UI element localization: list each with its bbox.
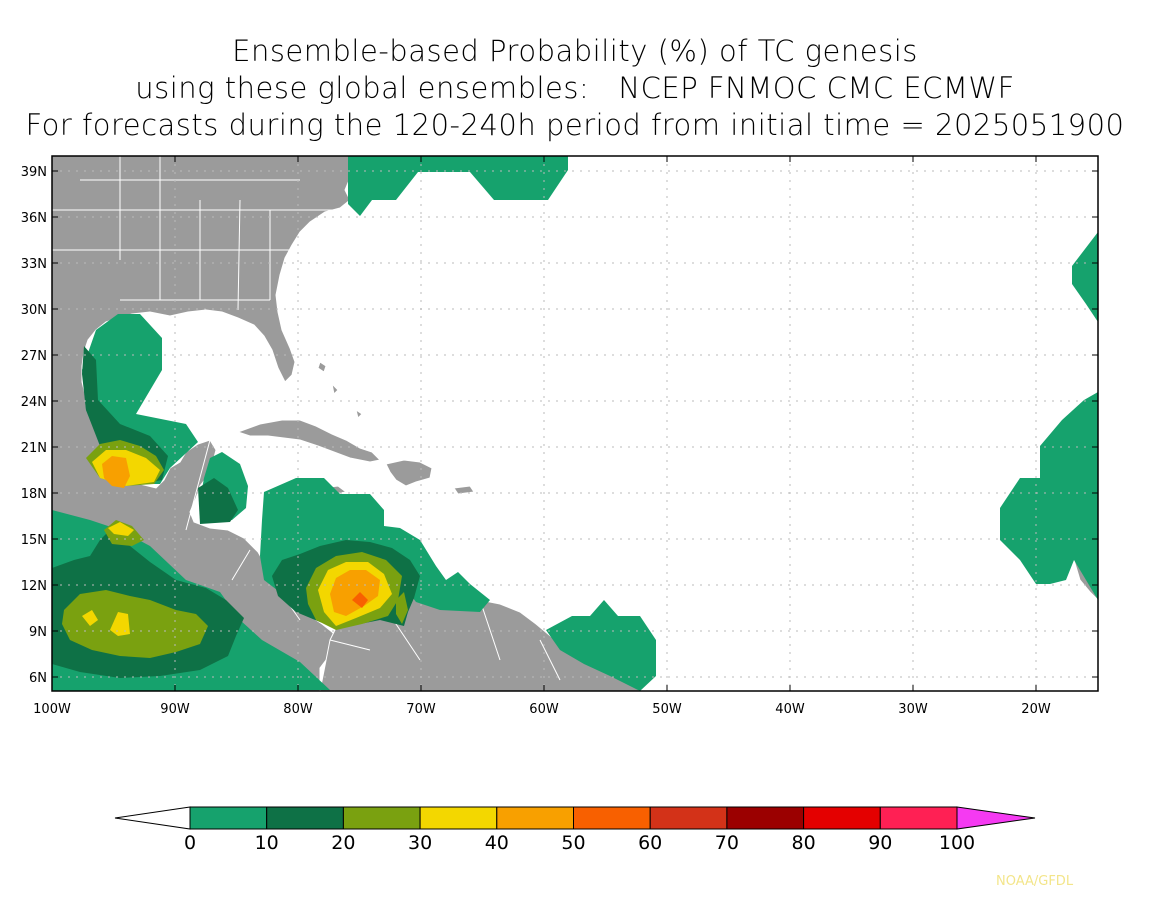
colorbar-segment [726,806,805,830]
colorbar-segment [342,806,421,830]
contour-0-10-atlantic-south [546,600,656,691]
colorbar-segment [573,806,651,830]
contour-10-20-yucatan [198,478,238,524]
colorbar-segment [266,806,344,830]
contour-20-30-pacific [62,590,208,658]
contour-0-10-east-atlantic [1000,392,1098,600]
lat-axis-labels: 39N 36N 33N 30N 27N 24N 21N 18N 15N 12N … [21,165,47,686]
colorbar-under-triangle [114,806,191,830]
contour-0-10-ne-us [348,156,568,216]
lon-label: 100W [33,702,71,717]
colorbar-segment [189,806,268,830]
land-puerto-rico [453,485,475,495]
colorbar-segment [496,806,574,830]
lon-label: 60W [529,702,559,717]
colorbar-over-triangle [956,806,1036,830]
lat-label: 15N [21,533,47,548]
contour-30-40-pacific-b [110,612,130,636]
lon-label: 50W [652,702,682,717]
lat-label: 21N [21,441,47,456]
colorbar-level-label: 100 [939,832,975,854]
contour-0-10-azores [1072,232,1098,322]
lat-label: 6N [29,671,47,686]
land-cuba [236,419,382,463]
lat-label: 12N [21,579,47,594]
colorbar-level-label: 80 [792,832,816,854]
lat-label: 33N [21,257,47,272]
map-frame [51,155,1099,692]
lat-label: 18N [21,487,47,502]
contour-40-50-caribbean [330,570,380,616]
colorbar-level-label: 0 [184,832,196,854]
colorbar-level-label: 10 [255,832,279,854]
lon-label: 70W [406,702,436,717]
colorbar: 0 10 20 30 40 50 60 70 80 90 100 [114,806,1036,854]
lat-label: 36N [21,211,47,226]
credit-text: NOAA/GFDL [996,874,1074,889]
lon-axis-labels: 100W 90W 80W 70W 60W 50W 40W 30W 20W [33,702,1051,717]
lat-label: 39N [21,165,47,180]
colorbar-level-label: 70 [715,832,739,854]
title-line-1: Ensemble-based Probability (%) of TC gen… [232,34,918,68]
colorbar-level-label: 20 [331,832,355,854]
colorbar-labels: 0 10 20 30 40 50 60 70 80 90 100 [184,832,975,854]
colorbar-segment [879,806,958,830]
colorbar-segment [649,806,728,830]
lat-label: 30N [21,303,47,318]
lon-label: 30W [898,702,928,717]
colorbar-level-label: 40 [485,832,509,854]
contour-20-30-venezuela [396,592,408,624]
lon-label: 20W [1021,702,1051,717]
contour-50-60-caribbean [352,592,368,608]
contour-30-40-gulf-south [108,522,134,536]
lon-label: 80W [283,702,313,717]
land-bahamas [317,361,363,419]
lat-label: 9N [29,625,47,640]
contour-40-50-gulf [102,456,130,488]
lon-label: 90W [160,702,190,717]
land-hispaniola [385,459,433,487]
title-line-2: using these global ensembles: NCEP FNMOC… [135,71,1015,105]
genesis-probability-contours [52,156,1098,691]
colorbar-level-label: 90 [868,832,892,854]
lat-label: 24N [21,395,47,410]
title-line-3: For forecasts during the 120-240h period… [25,108,1125,142]
colorbar-level-label: 30 [408,832,432,854]
tick-marks [51,156,1098,691]
lat-label: 27N [21,349,47,364]
colorbar-segment [803,806,881,830]
contour-30-40-pacific-a [82,610,98,626]
lon-label: 40W [775,702,805,717]
colorbar-level-label: 60 [638,832,662,854]
colorbar-segment [419,806,498,830]
colorbar-level-label: 50 [561,832,585,854]
colorbar-segments [189,806,958,830]
